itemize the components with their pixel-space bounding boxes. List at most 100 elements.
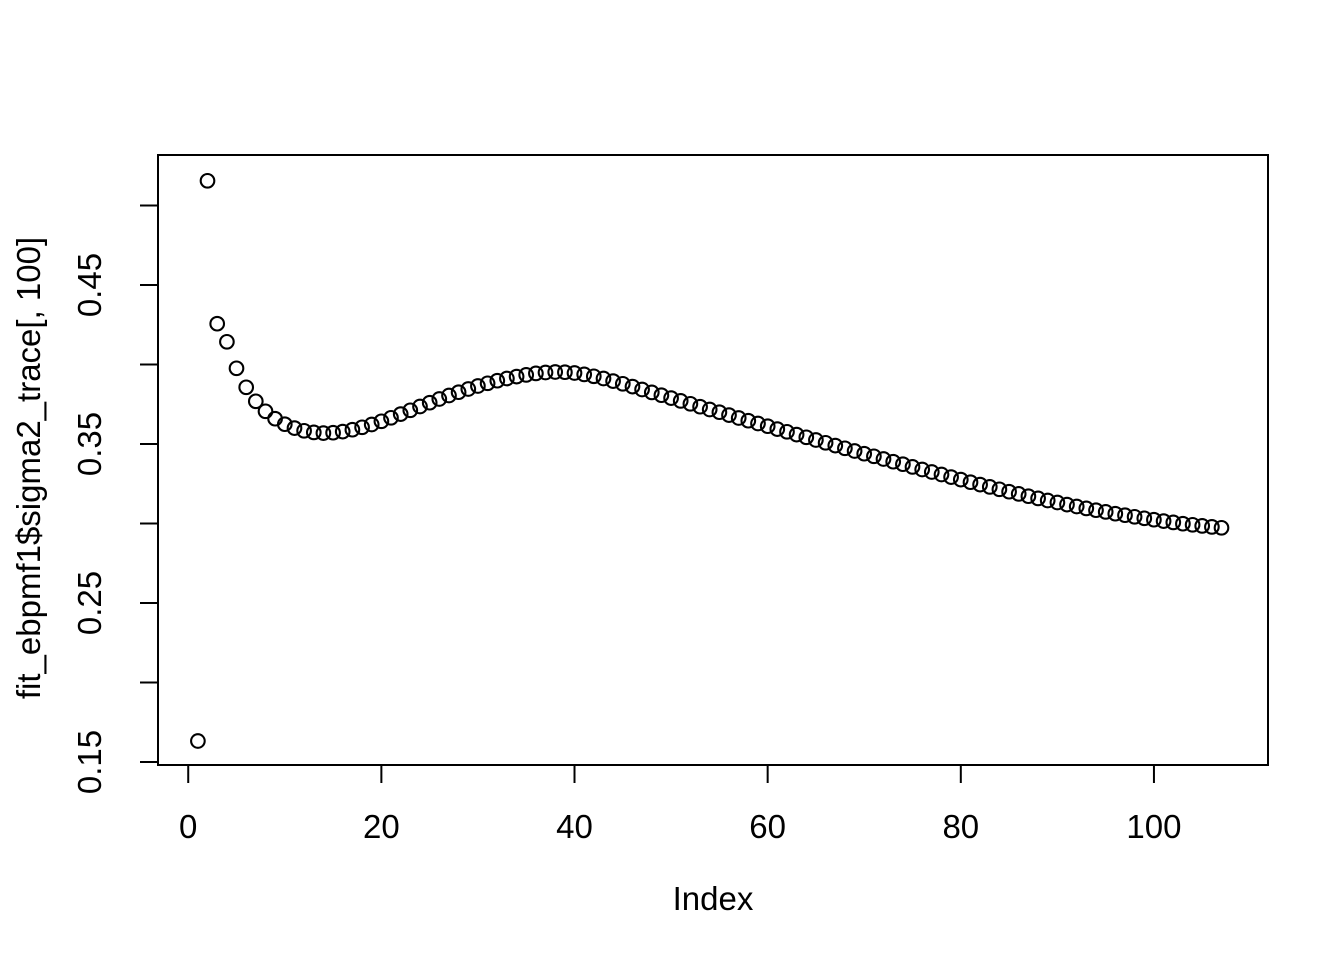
x-tick-label: 60 <box>749 808 786 845</box>
data-point <box>557 364 573 381</box>
data-point <box>499 370 515 387</box>
data-point <box>585 368 602 385</box>
data-point <box>402 402 419 419</box>
data-point <box>595 370 612 387</box>
data-point <box>450 384 467 401</box>
data-point <box>1001 483 1017 500</box>
data-point <box>701 401 718 418</box>
data-point <box>914 461 931 478</box>
data-point <box>518 367 535 383</box>
data-point <box>431 391 448 407</box>
x-tick-label: 0 <box>179 808 197 845</box>
y-tick-label: 0.35 <box>71 412 108 476</box>
data-point <box>721 407 737 423</box>
data-point <box>779 423 795 440</box>
data-point <box>296 422 312 439</box>
data-point <box>759 418 776 435</box>
data-point <box>1068 498 1085 515</box>
data-point <box>827 437 844 454</box>
x-tick-label: 80 <box>942 808 979 845</box>
data-point <box>209 315 226 332</box>
data-point <box>634 381 650 398</box>
data-point <box>798 429 815 446</box>
data-point <box>344 421 361 438</box>
data-point <box>1078 500 1095 517</box>
x-tick-label: 100 <box>1126 808 1181 845</box>
data-point <box>576 366 593 383</box>
data-point <box>605 373 621 389</box>
data-point <box>817 434 834 451</box>
data-point <box>238 379 255 396</box>
data-point <box>788 426 805 443</box>
data-point <box>1204 519 1220 535</box>
y-axis-ticks: 0.15 0.25 0.35 0.45 <box>71 204 158 794</box>
data-point <box>730 410 747 426</box>
data-point <box>682 395 699 412</box>
data-point <box>1184 516 1201 533</box>
data-point <box>866 448 882 465</box>
data-point <box>383 409 399 426</box>
data-point <box>228 360 245 377</box>
data-point <box>808 432 824 448</box>
data-point <box>1097 504 1114 520</box>
y-tick-label: 0.25 <box>71 571 108 635</box>
data-point <box>547 364 564 380</box>
data-point <box>1107 505 1124 522</box>
data-point <box>1126 508 1143 525</box>
data-point <box>923 464 940 480</box>
data-point <box>334 423 351 440</box>
data-point <box>895 456 911 473</box>
data-point <box>276 416 293 433</box>
data-points <box>190 172 1230 749</box>
data-point <box>489 372 506 389</box>
data-point <box>460 381 477 397</box>
data-point <box>692 398 708 415</box>
data-point <box>528 365 544 382</box>
data-point <box>441 387 457 404</box>
data-point <box>421 394 438 411</box>
data-point <box>740 412 757 429</box>
data-point <box>663 390 679 406</box>
data-point <box>846 443 863 459</box>
data-point <box>1194 518 1211 534</box>
data-point <box>392 406 409 422</box>
data-point <box>1165 514 1182 531</box>
plot-frame <box>157 154 1269 766</box>
data-point <box>1020 488 1037 505</box>
data-point <box>904 459 921 475</box>
data-point <box>305 424 322 441</box>
data-point <box>672 393 689 409</box>
data-point <box>190 733 206 749</box>
data-point <box>643 384 660 401</box>
data-point <box>566 365 583 381</box>
x-tick-label: 20 <box>363 808 400 845</box>
x-axis-ticks: 0 20 40 60 80 100 <box>179 765 1181 845</box>
data-point <box>972 476 988 493</box>
data-point <box>315 425 332 441</box>
data-point <box>325 424 341 441</box>
data-point <box>1039 492 1056 509</box>
data-point <box>933 466 950 483</box>
data-point <box>257 403 274 420</box>
data-point <box>1155 513 1172 529</box>
data-point <box>885 453 902 470</box>
data-point <box>508 368 525 385</box>
y-tick-label: 0.45 <box>71 253 108 317</box>
data-point <box>614 375 631 392</box>
data-point <box>373 413 390 430</box>
data-point <box>1136 510 1153 527</box>
data-point <box>537 364 554 381</box>
data-point <box>1117 507 1133 524</box>
data-point <box>286 420 303 436</box>
data-point <box>624 378 641 395</box>
data-point <box>219 333 235 350</box>
x-tick-label: 40 <box>556 808 593 845</box>
data-point <box>1030 490 1046 507</box>
data-point <box>943 469 959 485</box>
data-point <box>1146 511 1162 528</box>
data-point <box>1088 502 1104 519</box>
data-point <box>750 415 766 432</box>
data-point <box>199 172 216 189</box>
y-tick-label: 0.15 <box>71 730 108 794</box>
